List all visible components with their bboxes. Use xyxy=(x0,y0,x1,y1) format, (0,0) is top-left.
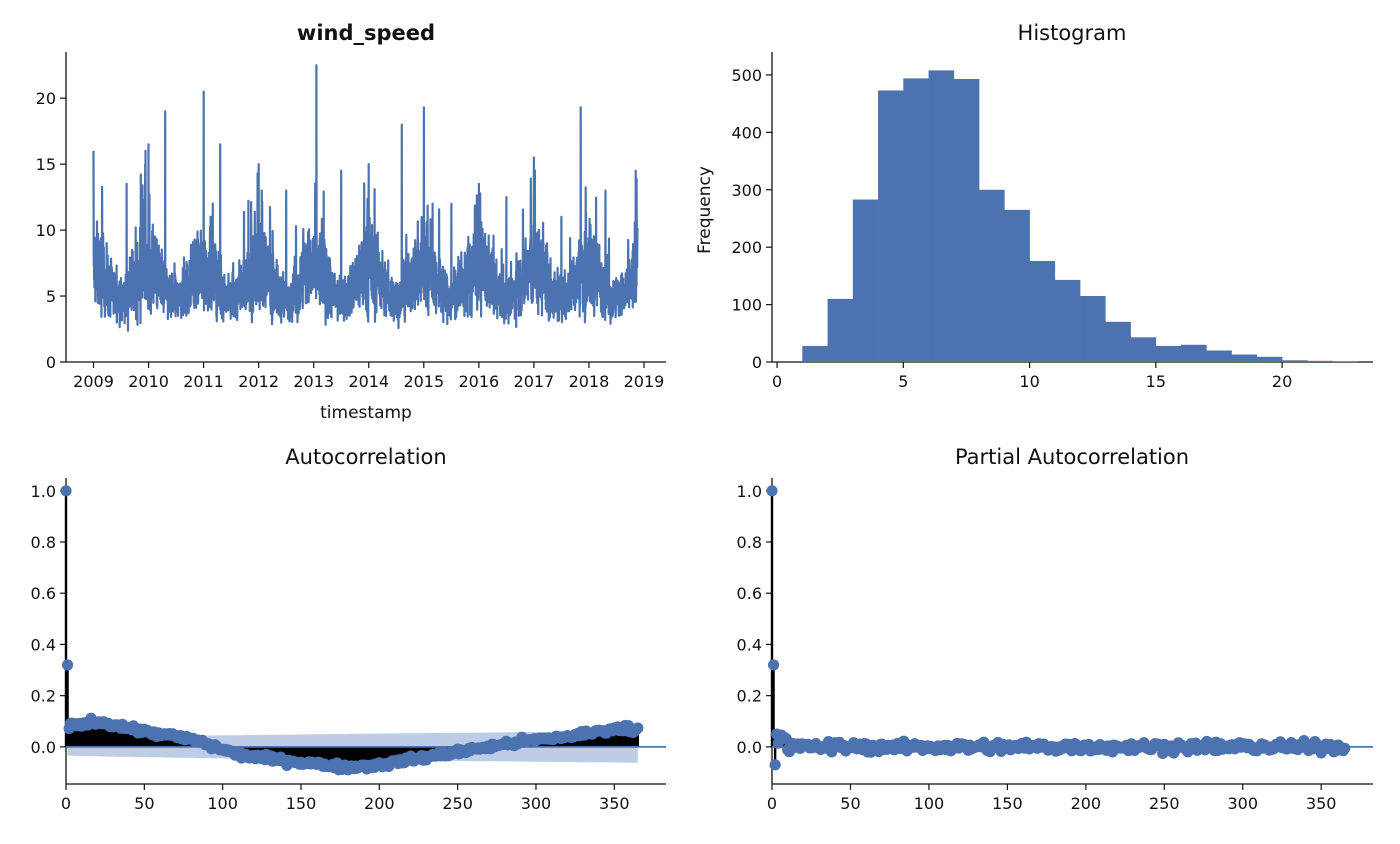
wind-speed-title: wind_speed xyxy=(297,21,435,45)
pacf-point xyxy=(766,485,778,497)
pacf-point xyxy=(769,759,781,771)
histogram-panel: Histogram Frequency 0 5 10 15 20010020030040… xyxy=(695,21,1373,391)
x-tick-label: 300 xyxy=(1227,794,1258,813)
y-tick-label: 0.2 xyxy=(31,687,56,706)
y-tick-label: 100 xyxy=(731,296,762,315)
y-tick-label: 5 xyxy=(46,287,56,306)
y-tick-label: 10 xyxy=(36,221,56,240)
y-tick-label: 0.8 xyxy=(31,533,56,552)
histogram-bar xyxy=(1029,260,1056,362)
pacf-point xyxy=(1339,742,1351,754)
x-tick-label: 2013 xyxy=(293,372,334,391)
x-tick-label: 2019 xyxy=(624,372,665,391)
x-tick-label: 15 xyxy=(1146,372,1166,391)
y-tick-label: 0.0 xyxy=(737,738,762,757)
histogram-bar xyxy=(1231,354,1258,362)
x-tick-label: 2014 xyxy=(348,372,389,391)
histogram-bar xyxy=(1004,209,1030,362)
y-tick-label: 0 xyxy=(46,353,56,372)
y-tick-label: 20 xyxy=(36,89,56,108)
histogram-bar xyxy=(1155,345,1182,362)
histogram-bar xyxy=(802,345,828,362)
y-tick-label: 500 xyxy=(731,66,762,85)
x-tick-label: 2017 xyxy=(514,372,555,391)
x-tick-label: 350 xyxy=(599,794,630,813)
x-tick-label: 2010 xyxy=(128,372,169,391)
y-tick-label: 200 xyxy=(731,238,762,257)
x-tick-label: 50 xyxy=(134,794,154,813)
wind-speed-line xyxy=(92,64,639,332)
histogram-bar xyxy=(852,199,879,362)
y-tick-label: 0.0 xyxy=(31,738,56,757)
partial-autocorrelation-title: Partial Autocorrelation xyxy=(955,445,1189,469)
histogram-title: Histogram xyxy=(1018,21,1127,45)
partial-autocorrelation-panel: Partial Autocorrelation 0 50 100 150 200 250 3… xyxy=(737,445,1373,813)
x-tick-label: 250 xyxy=(442,794,473,813)
x-tick-label: 300 xyxy=(521,794,552,813)
histogram-bar xyxy=(953,78,980,363)
acf-point xyxy=(61,659,74,671)
x-tick-label: 2015 xyxy=(403,372,444,391)
y-tick-label: 400 xyxy=(731,123,762,142)
x-tick-label: 2018 xyxy=(569,372,610,391)
histogram-bar xyxy=(903,78,929,362)
histogram-bar xyxy=(827,298,854,362)
y-tick-label: 0.2 xyxy=(737,687,762,706)
histogram-bar xyxy=(1105,321,1131,362)
x-tick-label: 2011 xyxy=(183,372,224,391)
x-tick-label: 200 xyxy=(1071,794,1102,813)
y-tick-label: 0.6 xyxy=(737,584,762,603)
x-tick-label: 20 xyxy=(1272,372,1292,391)
wind-speed-panel: wind_speed timestamp 2009 2010 2011 2012 201… xyxy=(36,21,666,423)
x-tick-label: 100 xyxy=(914,794,945,813)
y-tick-label: 0.4 xyxy=(31,635,56,654)
histogram-bar xyxy=(1256,356,1283,362)
histogram-bar xyxy=(979,189,1005,362)
histogram-bar xyxy=(1080,295,1106,362)
x-tick-label: 0 xyxy=(772,372,782,391)
histogram-bar xyxy=(928,70,955,363)
pacf-point xyxy=(767,659,780,671)
histogram-bar xyxy=(1332,361,1359,362)
autocorrelation-panel: Autocorrelation 0 50 100 150 200 250 300 350 0.0… xyxy=(31,445,666,813)
acf-point xyxy=(632,722,644,734)
histogram-bar xyxy=(1282,360,1308,362)
y-tick-label: 0 xyxy=(752,353,762,372)
y-tick-label: 0.8 xyxy=(737,533,762,552)
x-tick-label: 250 xyxy=(1149,794,1180,813)
x-tick-label: 0 xyxy=(767,794,777,813)
x-tick-label: 2016 xyxy=(458,372,499,391)
y-tick-label: 0.6 xyxy=(31,584,56,603)
x-tick-label: 0 xyxy=(61,794,71,813)
acf-point xyxy=(60,485,72,497)
wind-speed-xlabel: timestamp xyxy=(320,403,412,423)
y-tick-label: 1.0 xyxy=(737,482,762,501)
histogram-bar xyxy=(1054,279,1081,362)
autocorrelation-title: Autocorrelation xyxy=(285,445,446,469)
y-tick-label: 1.0 xyxy=(31,482,56,501)
x-tick-label: 200 xyxy=(364,794,395,813)
x-tick-label: 100 xyxy=(207,794,238,813)
x-tick-label: 5 xyxy=(898,372,908,391)
histogram-bar xyxy=(1307,360,1333,362)
x-tick-label: 150 xyxy=(992,794,1023,813)
histogram-bar xyxy=(1206,350,1232,362)
y-tick-label: 0.4 xyxy=(737,635,762,654)
histogram-bar xyxy=(1181,344,1207,362)
x-tick-label: 150 xyxy=(286,794,317,813)
x-tick-label: 2009 xyxy=(73,372,114,391)
histogram-ylabel: Frequency xyxy=(695,166,715,254)
x-tick-label: 350 xyxy=(1306,794,1337,813)
histogram-bar xyxy=(878,90,904,363)
y-tick-label: 15 xyxy=(36,155,56,174)
x-tick-label: 2012 xyxy=(238,372,279,391)
x-tick-label: 10 xyxy=(1019,372,1039,391)
x-tick-label: 50 xyxy=(840,794,860,813)
histogram-bar xyxy=(1130,337,1157,362)
y-tick-label: 300 xyxy=(731,181,762,200)
